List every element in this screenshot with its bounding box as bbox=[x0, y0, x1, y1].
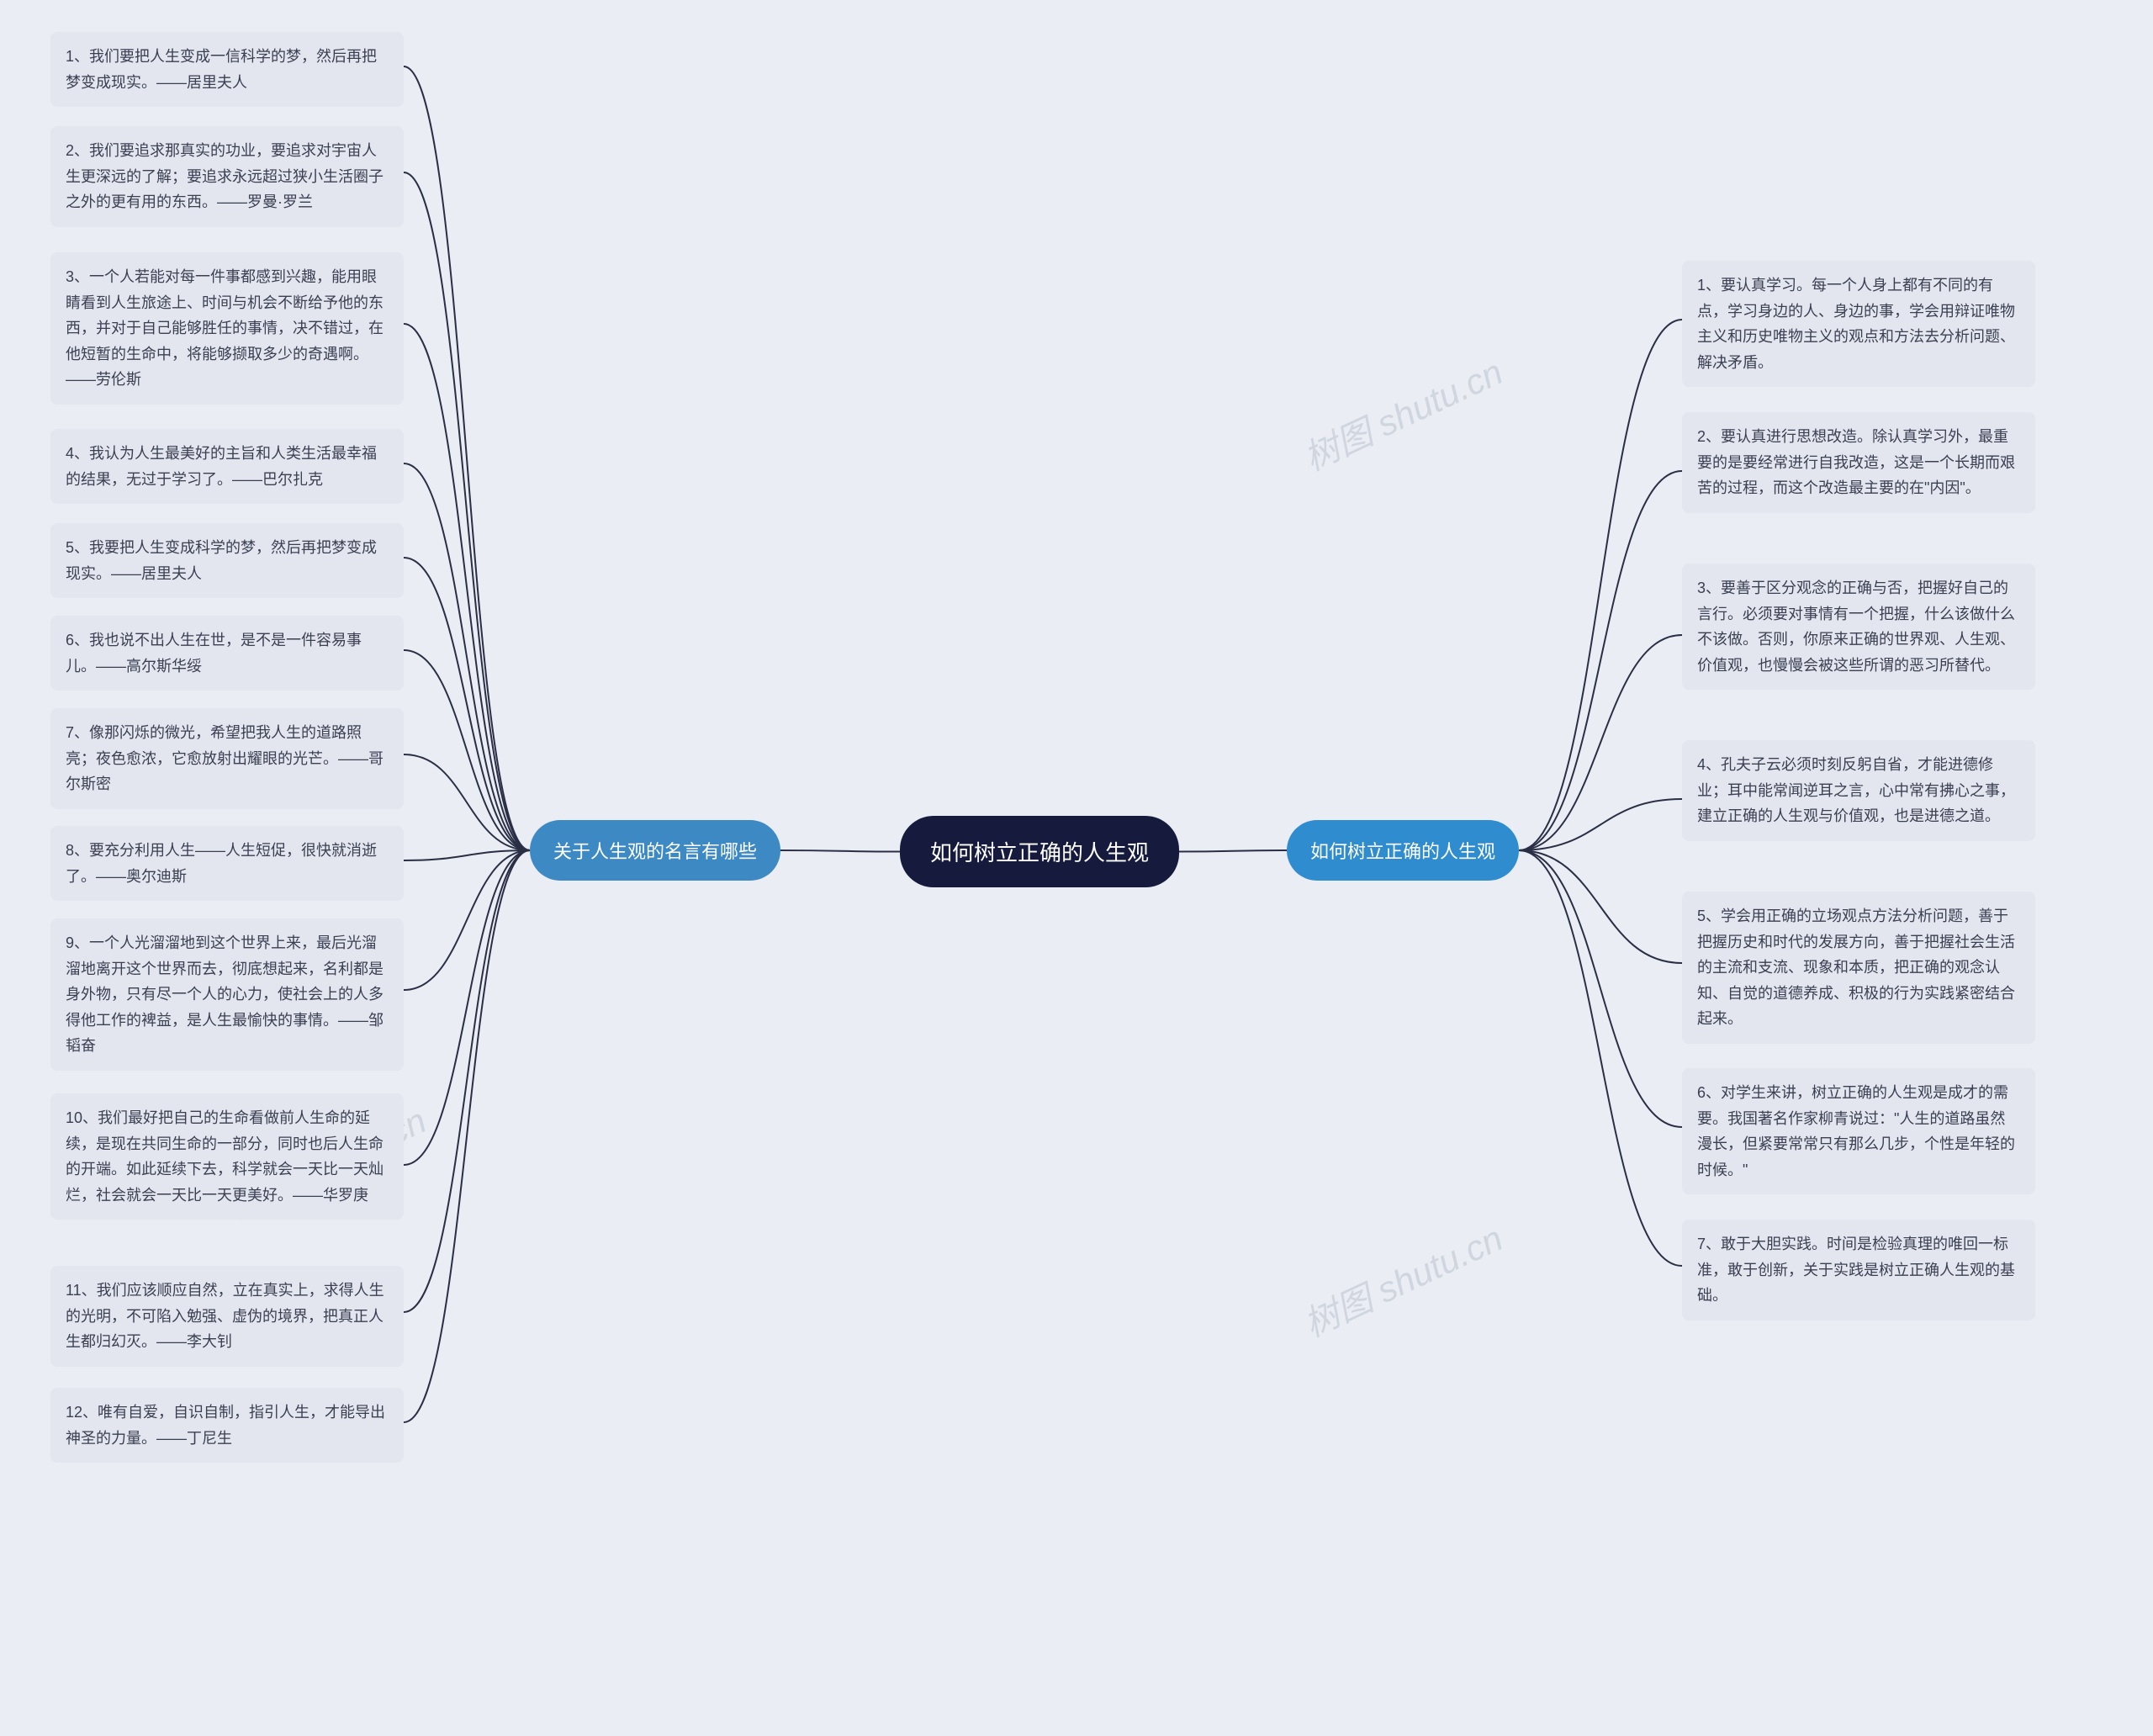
watermark: 树图 shutu.cn bbox=[1294, 1210, 1510, 1347]
branch-node-left: 关于人生观的名言有哪些 bbox=[530, 820, 780, 881]
center-node: 如何树立正确的人生观 bbox=[900, 816, 1179, 887]
leaf-node: 6、对学生来讲，树立正确的人生观是成才的需要。我国著名作家柳青说过："人生的道路… bbox=[1682, 1068, 2035, 1194]
leaf-node: 2、要认真进行思想改造。除认真学习外，最重要的是要经常进行自我改造，这是一个长期… bbox=[1682, 412, 2035, 513]
leaf-node: 11、我们应该顺应自然，立在真实上，求得人生的光明，不可陷入勉强、虚伪的境界，把… bbox=[50, 1266, 404, 1367]
watermark: 树图 shutu.cn bbox=[1294, 344, 1510, 481]
leaf-node: 4、孔夫子云必须时刻反躬自省，才能进德修业；耳中能常闻逆耳之言，心中常有拂心之事… bbox=[1682, 740, 2035, 841]
mindmap-canvas: 如何树立正确的人生观 树图 shutu.cn 树图 shutu.cn 树图 sh… bbox=[0, 0, 2153, 1736]
leaf-node: 2、我们要追求那真实的功业，要追求对宇宙人生更深远的了解；要追求永远超过狭小生活… bbox=[50, 126, 404, 227]
leaf-node: 6、我也说不出人生在世，是不是一件容易事儿。——高尔斯华绥 bbox=[50, 616, 404, 691]
leaf-node: 12、唯有自爱，自识自制，指引人生，才能导出神圣的力量。——丁尼生 bbox=[50, 1388, 404, 1463]
leaf-node: 5、我要把人生变成科学的梦，然后再把梦变成现实。——居里夫人 bbox=[50, 523, 404, 598]
branch-node-right: 如何树立正确的人生观 bbox=[1287, 820, 1519, 881]
leaf-node: 1、我们要把人生变成一信科学的梦，然后再把梦变成现实。——居里夫人 bbox=[50, 32, 404, 107]
leaf-node: 8、要充分利用人生——人生短促，很快就消逝了。——奥尔迪斯 bbox=[50, 826, 404, 901]
leaf-node: 3、要善于区分观念的正确与否，把握好自己的言行。必须要对事情有一个把握，什么该做… bbox=[1682, 564, 2035, 690]
leaf-node: 1、要认真学习。每一个人身上都有不同的有点，学习身边的人、身边的事，学会用辩证唯… bbox=[1682, 261, 2035, 387]
leaf-node: 5、学会用正确的立场观点方法分析问题，善于把握历史和时代的发展方向，善于把握社会… bbox=[1682, 892, 2035, 1044]
leaf-node: 10、我们最好把自己的生命看做前人生命的延续，是现在共同生命的一部分，同时也后人… bbox=[50, 1093, 404, 1220]
leaf-node: 3、一个人若能对每一件事都感到兴趣，能用眼睛看到人生旅途上、时间与机会不断给予他… bbox=[50, 252, 404, 405]
leaf-node: 9、一个人光溜溜地到这个世界上来，最后光溜溜地离开这个世界而去，彻底想起来，名利… bbox=[50, 918, 404, 1071]
leaf-node: 7、像那闪烁的微光，希望把我人生的道路照亮；夜色愈浓，它愈放射出耀眼的光芒。——… bbox=[50, 708, 404, 809]
leaf-node: 7、敢于大胆实践。时间是检验真理的唯回一标准，敢于创新，关于实践是树立正确人生观… bbox=[1682, 1220, 2035, 1321]
leaf-node: 4、我认为人生最美好的主旨和人类生活最幸福的结果，无过于学习了。——巴尔扎克 bbox=[50, 429, 404, 504]
